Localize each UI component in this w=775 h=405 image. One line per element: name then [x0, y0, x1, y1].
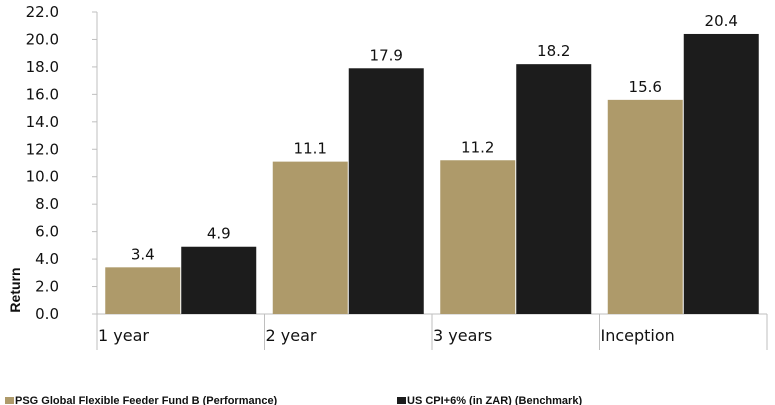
x-tick-label: 1 year — [98, 326, 149, 345]
y-tick-label: 8.0 — [35, 195, 59, 213]
bars — [105, 33, 759, 315]
data-label: 11.1 — [294, 140, 327, 158]
data-label: 20.4 — [705, 12, 738, 30]
y-tick-label: 14.0 — [26, 113, 59, 131]
y-tick-label: 2.0 — [35, 278, 59, 296]
x-tick-label: 3 years — [433, 326, 492, 345]
legend: PSG Global Flexible Feeder Fund B (Perfo… — [5, 395, 582, 405]
y-tick-label: 0.0 — [35, 305, 59, 323]
y-tick-label: 18.0 — [26, 58, 59, 76]
data-label: 11.2 — [461, 138, 494, 156]
y-tick-label: 4.0 — [35, 250, 59, 268]
y-tick-label: 20.0 — [26, 30, 59, 48]
data-label: 3.4 — [131, 245, 155, 263]
y-tick-label: 6.0 — [35, 223, 59, 241]
data-label: 4.9 — [207, 225, 231, 243]
legend-label: US CPI+6% (in ZAR) (Benchmark) — [407, 395, 582, 405]
legend-label: PSG Global Flexible Feeder Fund B (Perfo… — [15, 395, 278, 405]
data-label: 18.2 — [537, 42, 570, 60]
legend-swatch — [397, 397, 406, 404]
bar — [683, 33, 759, 315]
bar — [272, 161, 348, 314]
y-tick-label: 10.0 — [26, 168, 59, 186]
x-tick-label: Inception — [601, 326, 675, 345]
data-label: 15.6 — [629, 78, 662, 96]
bar — [516, 64, 592, 314]
y-tick-label: 16.0 — [26, 85, 59, 103]
data-labels: 3.4 4.9 11.1 17.9 11.2 18.2 15.6 20.4 — [131, 12, 738, 263]
bar — [105, 267, 181, 314]
data-label: 17.9 — [370, 46, 403, 64]
y-axis: 0.0 2.0 4.0 6.0 8.0 10.0 12.0 14.0 16.0 18.0 20.0 2… — [26, 3, 98, 323]
y-axis-title: Return — [7, 267, 23, 312]
bar — [607, 99, 683, 314]
x-axis: 1 year 2 year 3 years Inception — [96, 313, 768, 350]
y-tick-label: 22.0 — [26, 3, 59, 21]
bar — [348, 68, 424, 314]
legend-swatch — [5, 397, 14, 404]
bar — [440, 160, 516, 314]
x-tick-label: 2 year — [266, 326, 317, 345]
y-tick-label: 12.0 — [26, 140, 59, 158]
bar — [181, 246, 257, 314]
